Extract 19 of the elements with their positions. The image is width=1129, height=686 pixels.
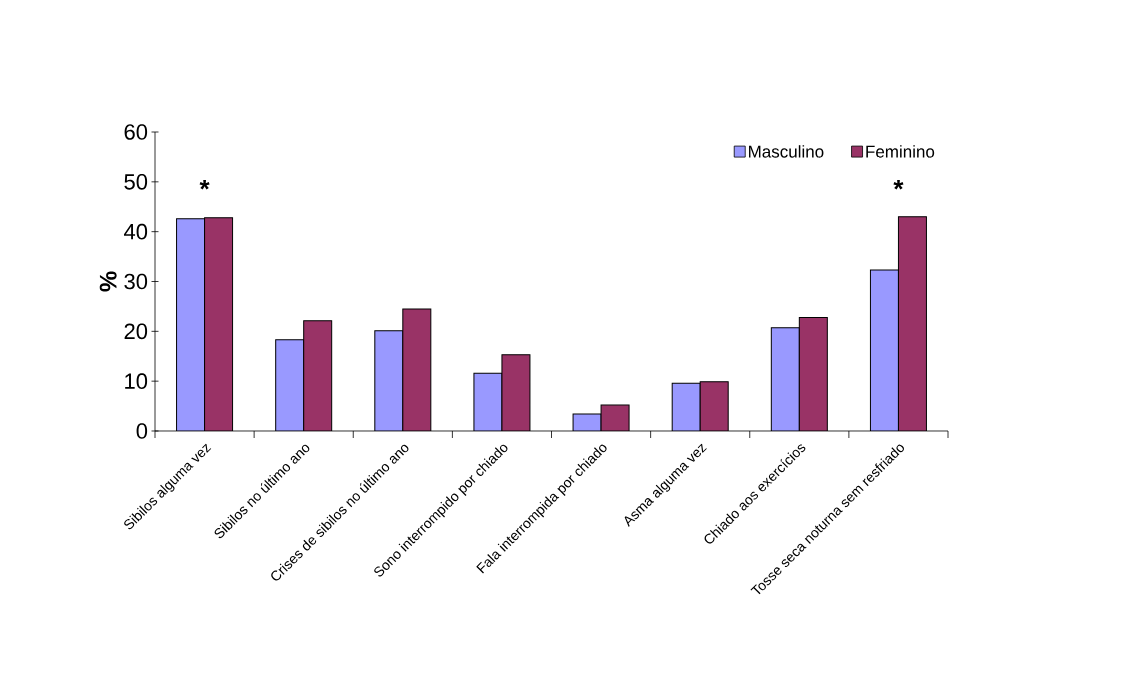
annotation: * xyxy=(199,179,210,190)
y-tick-label: 10 xyxy=(125,373,148,389)
legend-label: Feminino xyxy=(866,145,935,158)
y-tick-label: 20 xyxy=(124,323,148,340)
bar xyxy=(402,308,431,431)
y-tick-label: 40 xyxy=(124,223,148,240)
y-tick-label: 60 xyxy=(124,124,148,140)
y-axis-title: % xyxy=(99,271,117,292)
y-tick-label: 50 xyxy=(124,174,148,190)
bar xyxy=(303,320,332,431)
legend-label: Masculino xyxy=(749,145,824,158)
bar xyxy=(204,217,233,431)
y-tick-label: 30 xyxy=(124,273,148,290)
bar xyxy=(799,317,828,431)
bar xyxy=(501,354,530,431)
bar xyxy=(897,216,927,431)
bar xyxy=(700,381,729,431)
annotation: * xyxy=(893,179,904,190)
y-tick-label: 0 xyxy=(136,423,148,439)
